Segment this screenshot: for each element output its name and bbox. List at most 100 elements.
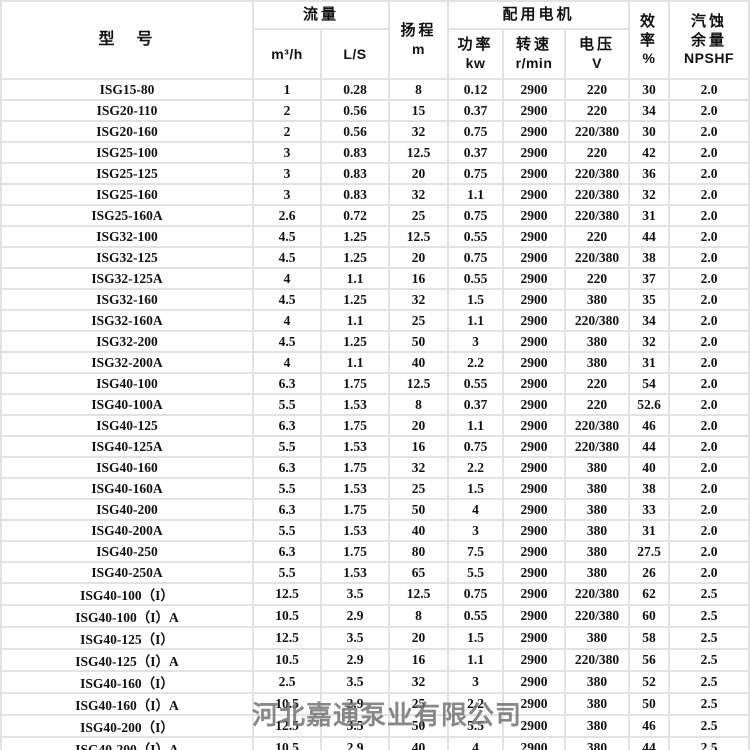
cell-model: ISG40-160A (2, 479, 252, 498)
cell-efficiency-pct: 34 (630, 311, 669, 330)
cell-head-m: 20 (390, 416, 448, 435)
header-head: 扬程 m (390, 2, 448, 78)
cell-head-m: 32 (390, 290, 448, 309)
cell-flow-ls: 1.75 (322, 458, 389, 477)
cell-flow-ls: 1.53 (322, 395, 389, 414)
cell-model: ISG32-200A (2, 353, 252, 372)
cell-flow-m3h: 12.5 (254, 716, 320, 736)
cell-model: ISG25-160 (2, 185, 252, 204)
cell-head-m: 25 (390, 479, 448, 498)
cell-model: ISG20-160 (2, 122, 252, 141)
cell-flow-ls: 1.75 (322, 416, 389, 435)
cell-flow-m3h: 12.5 (254, 628, 320, 648)
cell-flow-m3h: 1 (254, 80, 320, 99)
cell-efficiency-pct: 32 (630, 332, 669, 351)
header-voltage-zh: 电压 (579, 36, 616, 54)
cell-speed-rpm: 2900 (504, 290, 565, 309)
cell-model: ISG40-125（I）A (2, 650, 252, 670)
header-eff-line2: 率 (640, 31, 659, 49)
cell-model: ISG40-100A (2, 395, 252, 414)
cell-npshf: 2.0 (670, 290, 749, 309)
cell-npshf: 2.0 (670, 164, 749, 183)
cell-model: ISG40-100（I）A (2, 606, 252, 626)
header-power-unit: kw (465, 54, 486, 71)
cell-flow-ls: 3.5 (322, 672, 389, 692)
cell-power-kw: 0.75 (449, 206, 503, 225)
cell-power-kw: 0.55 (449, 227, 503, 246)
cell-npshf: 2.0 (670, 500, 749, 519)
cell-npshf: 2.0 (670, 143, 749, 162)
cell-voltage-v: 380 (566, 458, 629, 477)
cell-head-m: 40 (390, 521, 448, 540)
cell-flow-m3h: 10.5 (254, 694, 320, 714)
table-row: ISG40-250 6.3 1.75 80 7.5 2900 380 27.5 2.0 (2, 542, 749, 561)
cell-head-m: 40 (390, 353, 448, 372)
cell-head-m: 32 (390, 122, 448, 141)
cell-voltage-v: 220 (566, 80, 629, 99)
cell-voltage-v: 380 (566, 694, 629, 714)
table-row: ISG25-160 3 0.83 32 1.1 2900 220/380 32 2.0 (2, 185, 749, 204)
cell-speed-rpm: 2900 (504, 227, 565, 246)
header-flow-label: 流量 (303, 5, 340, 23)
cell-voltage-v: 220/380 (566, 606, 629, 626)
cell-speed-rpm: 2900 (504, 542, 565, 561)
cell-model: ISG25-125 (2, 164, 252, 183)
cell-flow-ls: 2.9 (322, 650, 389, 670)
cell-voltage-v: 220 (566, 269, 629, 288)
cell-power-kw: 4 (449, 738, 503, 750)
cell-speed-rpm: 2900 (504, 650, 565, 670)
cell-head-m: 8 (390, 606, 448, 626)
table-row: ISG40-200 6.3 1.75 50 4 2900 380 33 2.0 (2, 500, 749, 519)
cell-speed-rpm: 2900 (504, 584, 565, 604)
cell-model: ISG32-200 (2, 332, 252, 351)
cell-model: ISG40-200（I）A (2, 738, 252, 750)
cell-voltage-v: 380 (566, 628, 629, 648)
table-row: ISG15-80 1 0.28 8 0.12 2900 220 30 2.0 (2, 80, 749, 99)
cell-efficiency-pct: 31 (630, 206, 669, 225)
cell-power-kw: 1.5 (449, 290, 503, 309)
cell-npshf: 2.0 (670, 122, 749, 141)
cell-flow-m3h: 3 (254, 185, 320, 204)
cell-model: ISG40-100（I） (2, 584, 252, 604)
cell-speed-rpm: 2900 (504, 248, 565, 267)
cell-voltage-v: 220 (566, 143, 629, 162)
cell-npshf: 2.0 (670, 395, 749, 414)
table-body: ISG15-80 1 0.28 8 0.12 2900 220 30 2.0 ISG20-110 2… (2, 80, 749, 750)
cell-flow-ls: 0.83 (322, 185, 389, 204)
cell-voltage-v: 220 (566, 101, 629, 120)
cell-npshf: 2.5 (670, 606, 749, 626)
cell-model: ISG32-100 (2, 227, 252, 246)
cell-voltage-v: 220/380 (566, 311, 629, 330)
header-npsh-line1: 汽蚀 (691, 12, 728, 30)
cell-head-m: 12.5 (390, 584, 448, 604)
cell-npshf: 2.0 (670, 269, 749, 288)
table-row: ISG40-125A 5.5 1.53 16 0.75 2900 220/380 44 2.0 (2, 437, 749, 456)
cell-head-m: 50 (390, 500, 448, 519)
cell-voltage-v: 380 (566, 738, 629, 750)
cell-flow-m3h: 4 (254, 269, 320, 288)
cell-model: ISG25-160A (2, 206, 252, 225)
table-row: ISG32-160A 4 1.1 25 1.1 2900 220/380 34 2.0 (2, 311, 749, 330)
cell-model: ISG32-160 (2, 290, 252, 309)
cell-flow-ls: 1.1 (322, 269, 389, 288)
cell-efficiency-pct: 44 (630, 437, 669, 456)
table-row: ISG40-160A 5.5 1.53 25 1.5 2900 380 38 2.0 (2, 479, 749, 498)
header-model-label: 型 号 (98, 31, 156, 48)
table-row: ISG40-125（I）A 10.5 2.9 16 1.1 2900 220/380 56 2.… (2, 650, 749, 670)
cell-power-kw: 3 (449, 521, 503, 540)
cell-model: ISG40-160 (2, 458, 252, 477)
table-row: ISG40-250A 5.5 1.53 65 5.5 2900 380 26 2.0 (2, 563, 749, 582)
cell-head-m: 20 (390, 164, 448, 183)
cell-model: ISG25-100 (2, 143, 252, 162)
cell-npshf: 2.0 (670, 227, 749, 246)
cell-speed-rpm: 2900 (504, 332, 565, 351)
cell-efficiency-pct: 44 (630, 738, 669, 750)
cell-efficiency-pct: 46 (630, 716, 669, 736)
cell-head-m: 8 (390, 395, 448, 414)
cell-efficiency-pct: 30 (630, 80, 669, 99)
cell-head-m: 12.5 (390, 374, 448, 393)
cell-speed-rpm: 2900 (504, 458, 565, 477)
cell-flow-ls: 0.83 (322, 164, 389, 183)
cell-flow-m3h: 4.5 (254, 290, 320, 309)
cell-model: ISG40-125A (2, 437, 252, 456)
